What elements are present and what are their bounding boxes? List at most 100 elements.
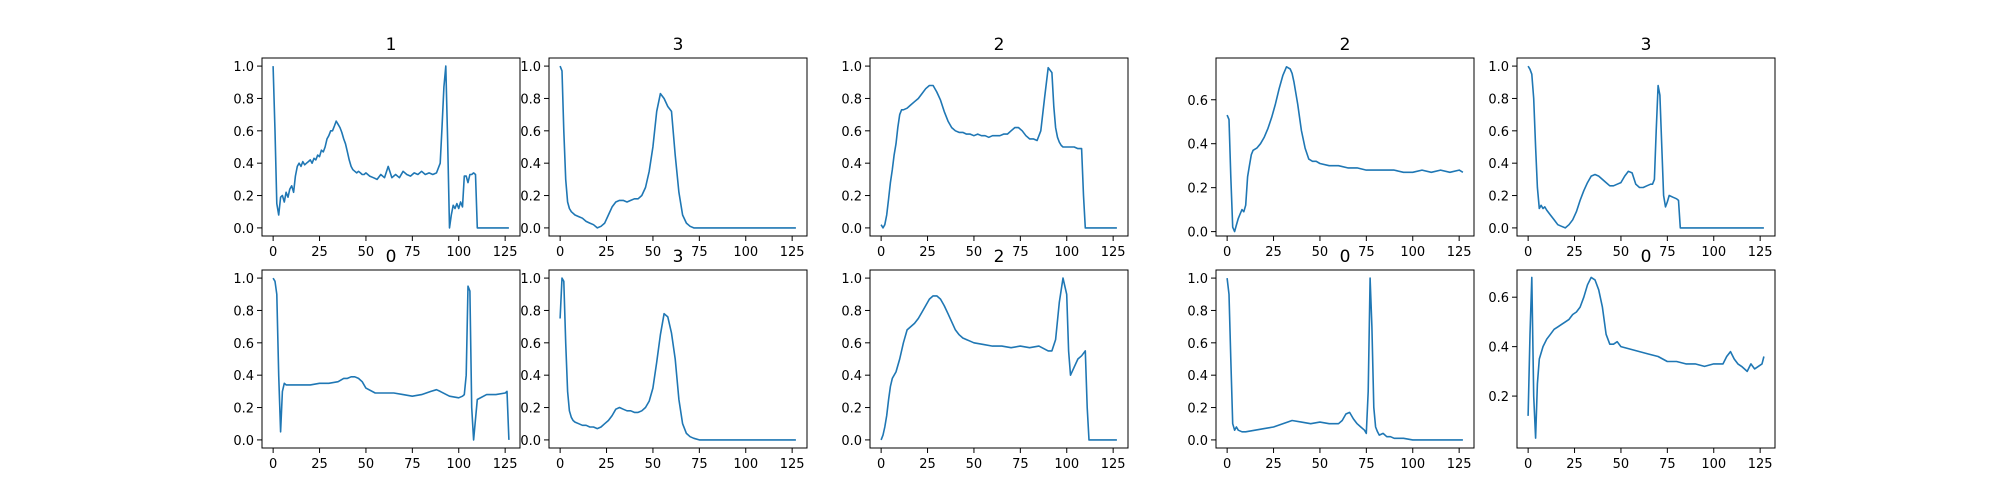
y-tick-label: 0.0 [841, 434, 862, 449]
x-tick-label: 25 [311, 245, 328, 260]
subplot-title: 2 [994, 247, 1005, 267]
x-tick-label: 50 [1312, 245, 1329, 260]
y-tick-label: 0.4 [841, 157, 862, 172]
x-tick-label: 75 [1358, 457, 1375, 472]
axes-frame [261, 57, 521, 237]
x-tick-label: 0 [1524, 457, 1532, 472]
series-line [1527, 276, 1765, 439]
y-tick-label: 1.0 [1488, 60, 1509, 75]
axes-frame [1215, 269, 1475, 449]
y-tick-label: 1.0 [520, 272, 541, 287]
x-tick-label: 25 [1566, 457, 1583, 472]
series-line [559, 65, 796, 229]
x-tick-label: 0 [1223, 457, 1231, 472]
y-tick-label: 0.8 [1187, 304, 1208, 319]
y-tick-label: 0.6 [1488, 125, 1509, 140]
x-tick-label: 0 [269, 245, 277, 260]
subplot-10: 0 25 50 75 100 125 0.2 0.4 0.6 0 [1488, 247, 1776, 472]
y-tick-label: 0.0 [233, 434, 254, 449]
subplot-5: 0 25 50 75 100 125 0.0 0.2 0.4 0.6 0.8 1.0 3 [1488, 35, 1776, 260]
x-tick-label: 75 [404, 457, 421, 472]
x-tick-label: 0 [1223, 245, 1231, 260]
subplot-title: 3 [673, 247, 684, 267]
y-tick-label: 0.0 [233, 222, 254, 237]
x-tick-label: 75 [1012, 245, 1029, 260]
y-tick-label: 0.0 [1488, 222, 1509, 237]
x-tick-label: 25 [598, 457, 615, 472]
y-tick-label: 0.4 [1488, 157, 1509, 172]
x-tick-label: 125 [1748, 245, 1773, 260]
x-tick-label: 125 [780, 245, 805, 260]
y-tick-label: 0.2 [233, 402, 254, 417]
x-tick-label: 50 [966, 457, 983, 472]
series-line [1527, 65, 1764, 229]
y-tick-label: 1.0 [520, 60, 541, 75]
x-tick-label: 75 [1659, 245, 1676, 260]
x-tick-label: 25 [598, 245, 615, 260]
subplot-title: 1 [386, 35, 397, 55]
axes-frame [869, 57, 1129, 237]
x-tick-label: 125 [1748, 457, 1773, 472]
y-tick-label: 0.4 [233, 157, 254, 172]
x-tick-label: 50 [1613, 245, 1630, 260]
x-tick-label: 50 [358, 245, 375, 260]
subplot-title: 2 [1340, 35, 1351, 55]
axes-frame [261, 269, 521, 449]
subplot-8: 0 25 50 75 100 125 0.0 0.2 0.4 0.6 0.8 1.0 2 [841, 247, 1129, 472]
series-line [559, 277, 796, 441]
x-tick-label: 100 [733, 245, 758, 260]
y-tick-label: 0.2 [1488, 390, 1509, 405]
y-tick-label: 0.8 [520, 304, 541, 319]
y-tick-label: 0.2 [520, 402, 541, 417]
subplot-9: 0 25 50 75 100 125 0.0 0.2 0.4 0.6 0.8 1.0 0 [1187, 247, 1475, 472]
subplot-title: 3 [1641, 35, 1652, 55]
y-tick-label: 0.0 [1187, 226, 1208, 241]
x-tick-label: 50 [645, 245, 662, 260]
y-tick-label: 0.4 [1187, 138, 1208, 153]
x-tick-label: 100 [733, 457, 758, 472]
series-line [272, 277, 510, 441]
x-tick-label: 75 [691, 245, 708, 260]
subplot-3: 0 25 50 75 100 125 0.0 0.2 0.4 0.6 0.8 1.0 2 [841, 35, 1129, 260]
y-tick-label: 0.6 [233, 125, 254, 140]
y-tick-label: 1.0 [233, 272, 254, 287]
y-tick-label: 1.0 [841, 272, 862, 287]
x-tick-label: 75 [1659, 457, 1676, 472]
x-tick-label: 25 [311, 457, 328, 472]
subplot-title: 3 [673, 35, 684, 55]
x-tick-label: 100 [1400, 457, 1425, 472]
y-tick-label: 0.4 [520, 369, 541, 384]
series-line [880, 277, 1117, 441]
y-tick-label: 0.8 [841, 304, 862, 319]
axes-frame [548, 57, 808, 237]
x-tick-label: 25 [1566, 245, 1583, 260]
y-tick-label: 0.0 [841, 222, 862, 237]
y-tick-label: 0.6 [841, 337, 862, 352]
y-tick-label: 0.6 [1488, 291, 1509, 306]
x-tick-label: 25 [919, 457, 936, 472]
y-tick-label: 1.0 [1187, 272, 1208, 287]
y-tick-label: 1.0 [841, 60, 862, 75]
subplot-title: 0 [386, 247, 397, 267]
x-tick-label: 0 [877, 457, 885, 472]
y-tick-label: 0.6 [233, 337, 254, 352]
x-tick-label: 100 [1400, 245, 1425, 260]
y-tick-label: 0.8 [233, 92, 254, 107]
y-tick-label: 0.2 [233, 190, 254, 205]
subplot-4: 0 25 50 75 100 125 0.0 0.2 0.4 0.6 2 [1187, 35, 1475, 260]
x-tick-label: 25 [1265, 457, 1282, 472]
series-line [1226, 66, 1464, 233]
y-tick-label: 0.6 [520, 125, 541, 140]
y-tick-label: 0.2 [520, 190, 541, 205]
y-tick-label: 0.8 [1488, 92, 1509, 107]
y-tick-label: 0.2 [841, 402, 862, 417]
axes-frame [869, 269, 1129, 449]
x-tick-label: 100 [446, 245, 471, 260]
x-tick-label: 125 [1447, 457, 1472, 472]
y-tick-label: 0.4 [233, 369, 254, 384]
x-tick-label: 125 [780, 457, 805, 472]
x-tick-label: 25 [1265, 245, 1282, 260]
x-tick-label: 0 [269, 457, 277, 472]
x-tick-label: 125 [493, 245, 518, 260]
